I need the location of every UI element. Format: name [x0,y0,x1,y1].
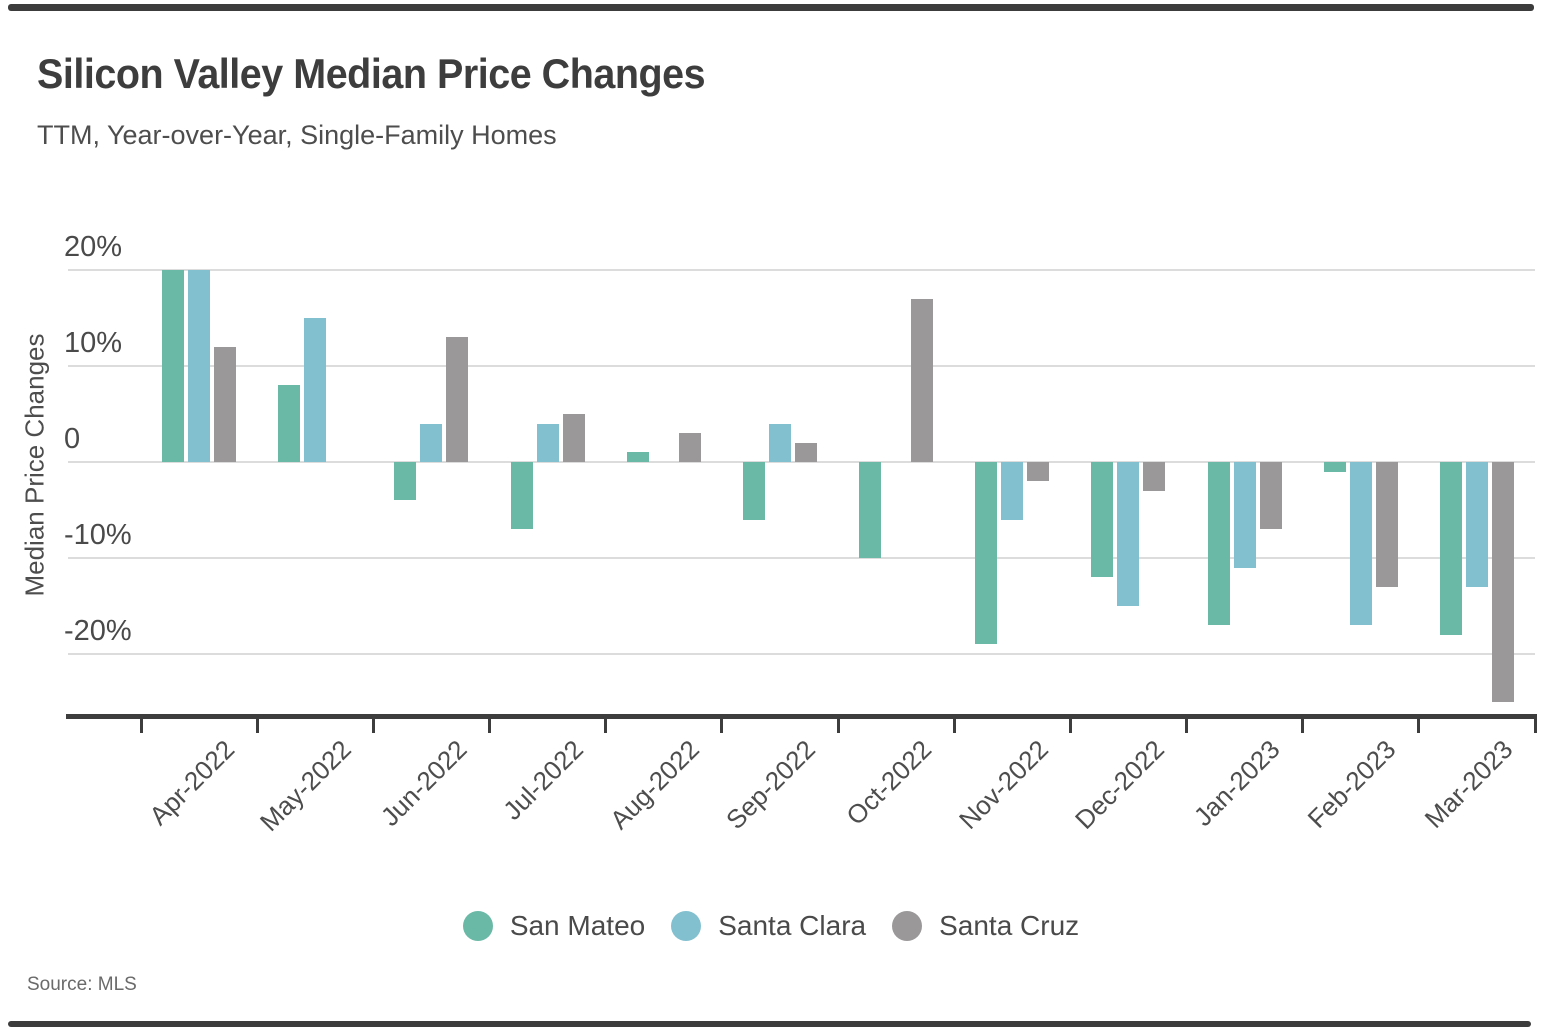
chart-subtitle: TTM, Year-over-Year, Single-Family Homes [37,120,557,150]
bar-san-mateo-Aug-2022 [627,452,649,462]
bar-santa-clara-Jun-2022 [420,423,442,462]
legend-label: Santa Cruz [939,910,1080,941]
x-tick-label-Mar-2023: Mar-2023 [1418,734,1519,834]
x-tick-label-Aug-2022: Aug-2022 [604,734,705,835]
bar-san-mateo-Jul-2022 [511,462,533,530]
x-axis-tick [1417,719,1421,733]
gridline--20% [68,653,1535,655]
bar-san-mateo-Dec-2022 [1091,462,1113,578]
x-axis-line [66,714,1537,719]
bar-santa-cruz-Dec-2022 [1143,462,1165,491]
bar-santa-cruz-Jan-2023 [1260,462,1282,530]
bar-santa-clara-Feb-2023 [1350,462,1372,626]
bar-santa-clara-May-2022 [304,318,326,462]
x-axis-tick [952,719,956,733]
y-tick-label--20%: -20% [64,615,132,647]
gridline-10% [68,365,1535,367]
x-axis-tick [1185,719,1188,733]
bar-san-mateo-Apr-2022 [162,270,184,462]
x-tick-label-Nov-2022: Nov-2022 [952,734,1054,835]
legend-item-san-mateo: San Mateo [462,910,646,942]
bar-santa-cruz-Mar-2023 [1492,462,1514,702]
bar-san-mateo-Oct-2022 [859,462,881,558]
bar-santa-cruz-Nov-2022 [1027,462,1049,482]
bar-santa-clara-Apr-2022 [188,270,210,462]
x-axis-tick [720,719,724,733]
source-text: Source: MLS [27,974,137,995]
x-tick-label-Jun-2022: Jun-2022 [374,734,473,832]
x-tick-label-Jan-2023: Jan-2023 [1187,734,1286,832]
bar-san-mateo-Jan-2023 [1208,462,1230,626]
x-axis-tick [1068,719,1072,733]
chart-title: Silicon Valley Median Price Changes [37,50,706,97]
bar-san-mateo-May-2022 [278,385,300,462]
bar-san-mateo-Mar-2023 [1440,462,1462,635]
card-top-border [8,4,1534,11]
x-tick-label-May-2022: May-2022 [253,734,357,837]
x-tick-label-Feb-2023: Feb-2023 [1302,734,1402,834]
bar-santa-cruz-Oct-2022 [911,298,933,462]
bar-santa-cruz-Aug-2022 [679,433,701,462]
x-tick-label-Oct-2022: Oct-2022 [840,734,938,831]
bar-santa-clara-Mar-2023 [1466,462,1488,587]
bar-santa-clara-Dec-2022 [1117,462,1139,606]
legend-item-santa-clara: Santa Clara [671,910,866,942]
legend-item-santa-cruz: Santa Cruz [892,910,1079,942]
legend-swatch-icon [892,911,923,941]
bar-santa-clara-Jan-2023 [1234,462,1256,568]
bar-santa-cruz-Feb-2023 [1376,462,1398,587]
x-axis-tick [604,719,608,733]
bar-santa-cruz-Jul-2022 [563,414,585,462]
bar-santa-cruz-Jun-2022 [446,337,468,462]
x-tick-label-Apr-2022: Apr-2022 [143,734,241,831]
gridline--10% [68,557,1535,559]
y-tick-label-10%: 10% [64,327,123,359]
gridline-0 [68,461,1535,463]
legend-swatch-icon [462,911,493,941]
x-axis-tick [371,719,375,733]
bar-san-mateo-Sep-2022 [743,462,765,520]
gridline-20% [68,269,1535,271]
bar-santa-clara-Nov-2022 [1001,462,1023,520]
x-axis-tick [1533,719,1537,733]
bar-san-mateo-Feb-2023 [1324,462,1346,472]
x-axis-tick [1301,719,1305,733]
x-axis-tick [255,719,259,733]
chart-legend: San Mateo Santa Clara Santa Cruz [0,910,1542,942]
y-tick-label--10%: -10% [64,519,132,551]
x-axis-tick [139,719,143,733]
bar-santa-clara-Sep-2022 [769,423,791,462]
x-tick-label-Jul-2022: Jul-2022 [497,734,589,826]
x-tick-label-Sep-2022: Sep-2022 [720,734,822,835]
y-tick-label-20%: 20% [64,231,123,263]
bar-santa-clara-Jul-2022 [537,423,559,462]
legend-swatch-icon [671,911,702,941]
legend-label: Santa Clara [718,910,867,941]
bar-santa-cruz-Apr-2022 [214,346,236,462]
x-tick-label-Dec-2022: Dec-2022 [1068,734,1170,835]
card-bottom-border [8,1021,1531,1027]
bar-santa-cruz-Sep-2022 [795,442,817,462]
x-axis-tick [488,719,491,733]
y-tick-label-0: 0 [64,423,81,455]
legend-label: San Mateo [509,910,646,941]
bar-san-mateo-Jun-2022 [394,462,416,501]
x-axis-tick [836,719,840,733]
bar-san-mateo-Nov-2022 [975,462,997,645]
